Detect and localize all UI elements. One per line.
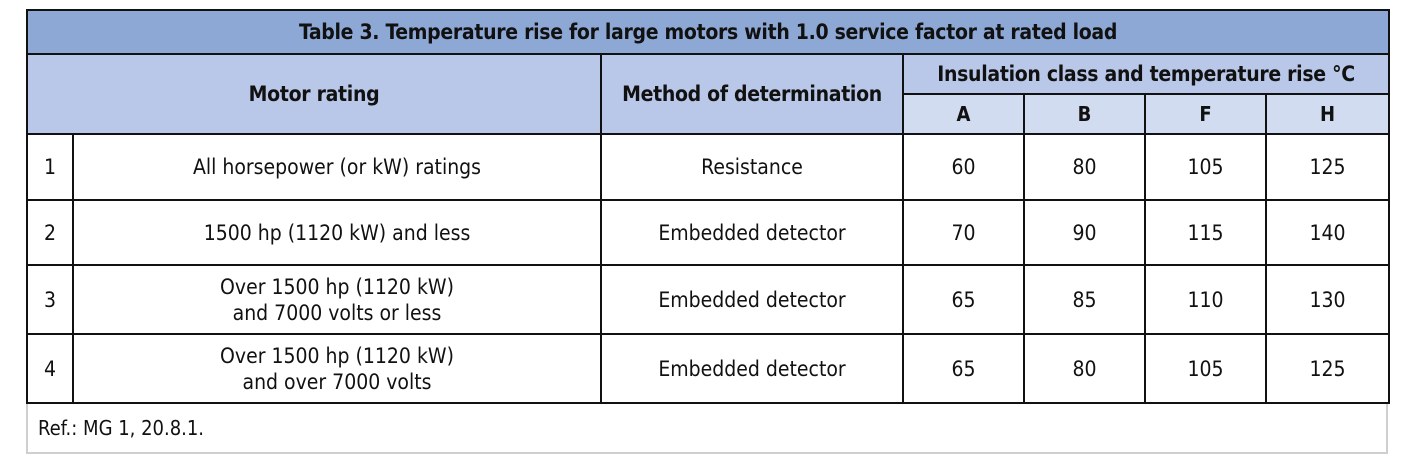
row-number: 4: [26, 333, 74, 404]
class-a-header: A: [902, 93, 1025, 135]
class-a-value: 60: [902, 133, 1025, 201]
motor-rating-line: and over 7000 volts: [242, 369, 432, 394]
class-b-value: 90: [1023, 199, 1146, 266]
motor-rating-line: Over 1500 hp (1120 kW): [220, 343, 454, 368]
class-h-header: H: [1264, 93, 1391, 135]
temperature-rise-table: Table 3. Temperature rise for large moto…: [25, 9, 1391, 404]
class-b-value: 80: [1023, 333, 1146, 404]
method-cell: Resistance: [600, 133, 904, 201]
class-f-value: 105: [1144, 133, 1267, 201]
row-number: 1: [26, 133, 74, 201]
class-f-value: 110: [1144, 264, 1267, 335]
reference-note: Ref.: MG 1, 20.8.1.: [26, 404, 1388, 454]
motor-rating-header: Motor rating: [26, 53, 602, 135]
class-a-value: 70: [902, 199, 1025, 266]
class-a-value: 65: [902, 264, 1025, 335]
class-b-value: 80: [1023, 133, 1146, 201]
class-h-value: 140: [1264, 199, 1391, 266]
motor-rating-cell: Over 1500 hp (1120 kW) and 7000 volts or…: [72, 264, 602, 335]
class-f-header: F: [1144, 93, 1267, 135]
method-cell: Embedded detector: [600, 264, 904, 335]
class-f-value: 115: [1144, 199, 1267, 266]
method-header: Method of determination: [600, 53, 904, 135]
class-h-value: 125: [1264, 133, 1391, 201]
method-cell: Embedded detector: [600, 333, 904, 404]
table-title: Table 3. Temperature rise for large moto…: [25, 9, 1391, 55]
insulation-class-header: Insulation class and temperature rise °C: [901, 53, 1391, 95]
row-number: 2: [26, 199, 74, 266]
class-b-value: 85: [1023, 264, 1146, 335]
motor-rating-line: Over 1500 hp (1120 kW): [220, 274, 454, 299]
table-row: 4 Over 1500 hp (1120 kW) and over 7000 v…: [26, 333, 1391, 404]
motor-rating-line: and 7000 volts or less: [232, 300, 442, 325]
table-row: 1 All horsepower (or kW) ratings Resista…: [26, 133, 1391, 201]
motor-rating-cell: All horsepower (or kW) ratings: [72, 133, 602, 201]
class-f-value: 105: [1144, 333, 1267, 404]
method-cell: Embedded detector: [600, 199, 904, 266]
class-a-value: 65: [902, 333, 1025, 404]
class-b-header: B: [1023, 93, 1146, 135]
table-row: 2 1500 hp (1120 kW) and less Embedded de…: [26, 199, 1391, 266]
motor-rating-cell: 1500 hp (1120 kW) and less: [72, 199, 602, 266]
motor-rating-line: All horsepower (or kW) ratings: [192, 155, 482, 179]
motor-rating-cell: Over 1500 hp (1120 kW) and over 7000 vol…: [72, 333, 602, 404]
temperature-rise-table-container: Table 3. Temperature rise for large moto…: [25, 9, 1391, 454]
motor-rating-line: 1500 hp (1120 kW) and less: [203, 220, 471, 245]
row-number: 3: [26, 264, 74, 335]
class-h-value: 130: [1264, 264, 1391, 335]
class-h-value: 125: [1264, 333, 1391, 404]
table-row: 3 Over 1500 hp (1120 kW) and 7000 volts …: [26, 264, 1391, 335]
